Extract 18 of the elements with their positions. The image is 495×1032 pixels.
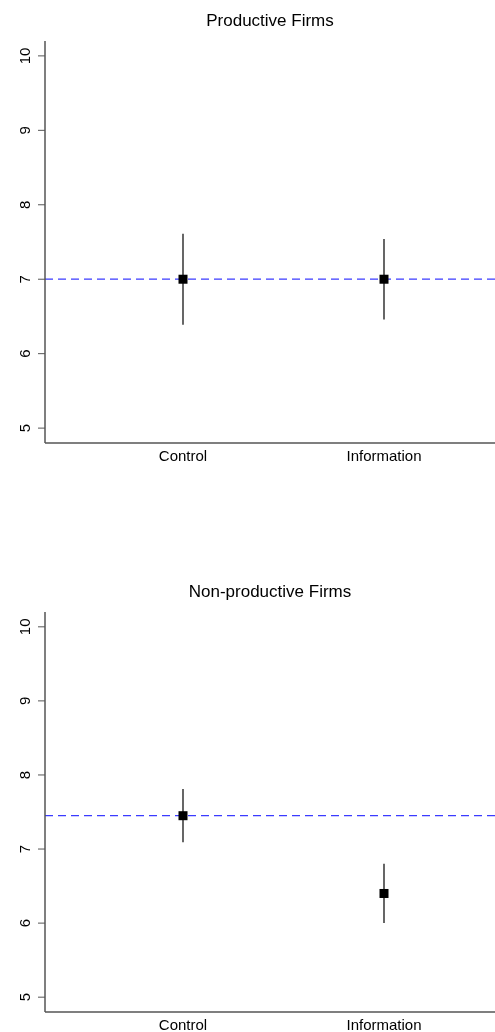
y-tick-label: 6 <box>16 349 33 358</box>
chart-title: Non-productive Firms <box>187 582 353 602</box>
y-tick-label: 7 <box>16 275 33 284</box>
y-tick-label: 6 <box>16 918 33 928</box>
y-tick-label: 9 <box>16 696 33 706</box>
x-tick-label: Control <box>158 1015 208 1032</box>
y-tick-label: 10 <box>16 618 33 636</box>
x-tick-label: Information <box>346 446 422 464</box>
y-tick-label: 5 <box>16 423 33 433</box>
y-tick-label: 9 <box>16 126 33 135</box>
x-tick-label: Information <box>346 1015 422 1032</box>
chart-title: Productive Firms <box>205 11 335 31</box>
y-tick-label: 10 <box>16 47 33 65</box>
y-tick-label: 7 <box>16 844 33 854</box>
y-tick-label: 8 <box>16 770 33 780</box>
y-tick-label: 8 <box>16 200 33 209</box>
y-tick-label: 5 <box>16 993 33 1002</box>
x-tick-label: Control <box>158 446 208 464</box>
